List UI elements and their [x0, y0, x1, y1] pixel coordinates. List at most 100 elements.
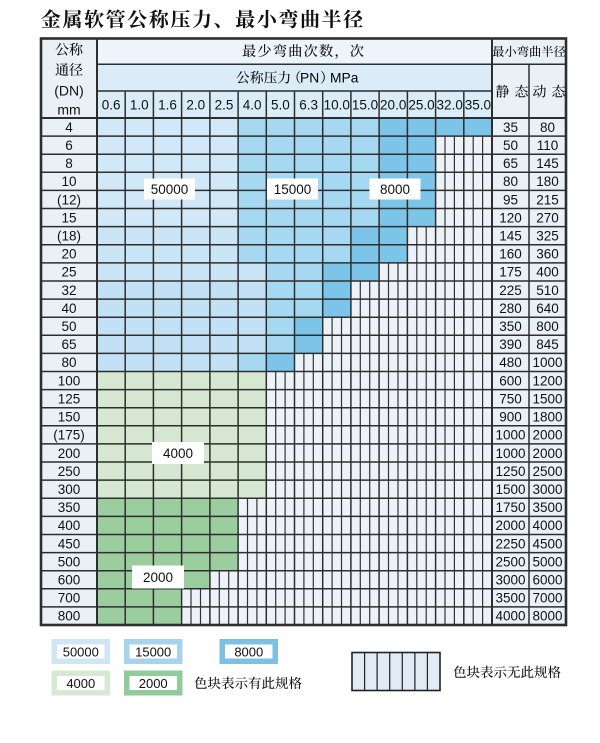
svg-text:(12): (12) — [57, 192, 81, 207]
svg-text:845: 845 — [536, 337, 559, 352]
svg-text:600: 600 — [58, 573, 81, 588]
svg-text:120: 120 — [499, 210, 522, 225]
svg-text:25.0: 25.0 — [408, 98, 434, 113]
svg-text:MPa: MPa — [330, 71, 359, 86]
svg-text:15: 15 — [61, 210, 76, 225]
svg-text:600: 600 — [499, 373, 522, 388]
svg-text:32.0: 32.0 — [437, 98, 463, 113]
svg-text:20.0: 20.0 — [380, 98, 406, 113]
svg-text:2000: 2000 — [532, 446, 562, 461]
svg-text:50000: 50000 — [63, 644, 99, 659]
svg-text:8: 8 — [65, 156, 73, 171]
svg-text:8000: 8000 — [532, 609, 562, 624]
svg-text:3000: 3000 — [495, 573, 525, 588]
svg-text:1000: 1000 — [495, 446, 525, 461]
svg-text:40: 40 — [61, 301, 76, 316]
svg-text:15000: 15000 — [274, 182, 312, 197]
svg-text:1000: 1000 — [532, 355, 562, 370]
svg-text:20: 20 — [61, 247, 76, 262]
svg-text:32: 32 — [61, 283, 76, 298]
svg-text:95: 95 — [503, 192, 518, 207]
svg-text:35: 35 — [503, 120, 518, 135]
svg-text:510: 510 — [536, 283, 559, 298]
svg-text:1500: 1500 — [495, 482, 525, 497]
svg-text:10: 10 — [61, 174, 76, 189]
svg-text:1500: 1500 — [532, 392, 562, 407]
svg-text:15.0: 15.0 — [352, 98, 378, 113]
svg-text:6000: 6000 — [532, 573, 562, 588]
svg-text:5000: 5000 — [532, 554, 562, 569]
svg-text:mm: mm — [57, 102, 80, 118]
svg-text:180: 180 — [536, 174, 559, 189]
svg-text:500: 500 — [58, 554, 81, 569]
svg-text:3000: 3000 — [532, 482, 562, 497]
svg-text:175: 175 — [499, 265, 522, 280]
svg-text:900: 900 — [499, 410, 522, 425]
svg-text:145: 145 — [536, 156, 559, 171]
svg-text:7000: 7000 — [532, 591, 562, 606]
svg-text:400: 400 — [58, 518, 81, 533]
svg-text:145: 145 — [499, 229, 522, 244]
svg-text:800: 800 — [58, 609, 81, 624]
svg-text:1750: 1750 — [495, 500, 525, 515]
svg-text:(DN): (DN) — [54, 83, 84, 99]
svg-text:2250: 2250 — [495, 536, 525, 551]
svg-text:65: 65 — [61, 337, 76, 352]
svg-text:6.3: 6.3 — [299, 98, 318, 113]
svg-text:80: 80 — [503, 174, 518, 189]
svg-text:350: 350 — [58, 500, 81, 515]
svg-text:5.0: 5.0 — [271, 98, 290, 113]
svg-text:80: 80 — [61, 355, 76, 370]
svg-text:390: 390 — [499, 337, 522, 352]
svg-text:280: 280 — [499, 301, 522, 316]
svg-text:2000: 2000 — [532, 428, 562, 443]
svg-text:3500: 3500 — [532, 500, 562, 515]
svg-text:200: 200 — [58, 446, 81, 461]
svg-text:270: 270 — [536, 210, 559, 225]
svg-text:4000: 4000 — [532, 518, 562, 533]
svg-text:360: 360 — [536, 247, 559, 262]
svg-text:6: 6 — [65, 138, 73, 153]
svg-text:2500: 2500 — [532, 464, 562, 479]
svg-text:4500: 4500 — [532, 536, 562, 551]
svg-text:350: 350 — [499, 319, 522, 334]
svg-text:2500: 2500 — [495, 554, 525, 569]
svg-text:4000: 4000 — [495, 609, 525, 624]
svg-text:4000: 4000 — [66, 676, 95, 691]
svg-text:225: 225 — [499, 283, 522, 298]
svg-text:(18): (18) — [57, 229, 81, 244]
svg-text:35.0: 35.0 — [465, 98, 491, 113]
svg-text:215: 215 — [536, 192, 559, 207]
svg-text:150: 150 — [58, 410, 81, 425]
svg-text:10.0: 10.0 — [324, 98, 350, 113]
svg-text:640: 640 — [536, 301, 559, 316]
svg-text:8000: 8000 — [234, 644, 263, 659]
svg-text:750: 750 — [499, 392, 522, 407]
svg-text:125: 125 — [58, 392, 81, 407]
svg-text:65: 65 — [503, 156, 518, 171]
svg-text:(175): (175) — [53, 428, 85, 443]
svg-text:250: 250 — [58, 464, 81, 479]
svg-text:1200: 1200 — [532, 373, 562, 388]
svg-text:480: 480 — [499, 355, 522, 370]
svg-text:2000: 2000 — [143, 570, 173, 585]
svg-text:2000: 2000 — [139, 676, 168, 691]
svg-text:400: 400 — [536, 265, 559, 280]
svg-text:800: 800 — [536, 319, 559, 334]
svg-text:110: 110 — [537, 138, 559, 153]
svg-text:2.5: 2.5 — [215, 98, 234, 113]
svg-text:2.0: 2.0 — [186, 98, 205, 113]
svg-text:325: 325 — [536, 229, 559, 244]
svg-text:50: 50 — [61, 319, 76, 334]
svg-text:2000: 2000 — [495, 518, 525, 533]
svg-text:4.0: 4.0 — [243, 98, 262, 113]
svg-text:50000: 50000 — [151, 182, 189, 197]
svg-text:1.6: 1.6 — [158, 98, 177, 113]
svg-text:160: 160 — [499, 247, 522, 262]
svg-text:1250: 1250 — [495, 464, 525, 479]
svg-text:PN: PN — [300, 71, 319, 86]
svg-text:1.0: 1.0 — [130, 98, 149, 113]
svg-text:100: 100 — [58, 373, 81, 388]
svg-text:700: 700 — [58, 591, 81, 606]
svg-text:50: 50 — [503, 138, 518, 153]
